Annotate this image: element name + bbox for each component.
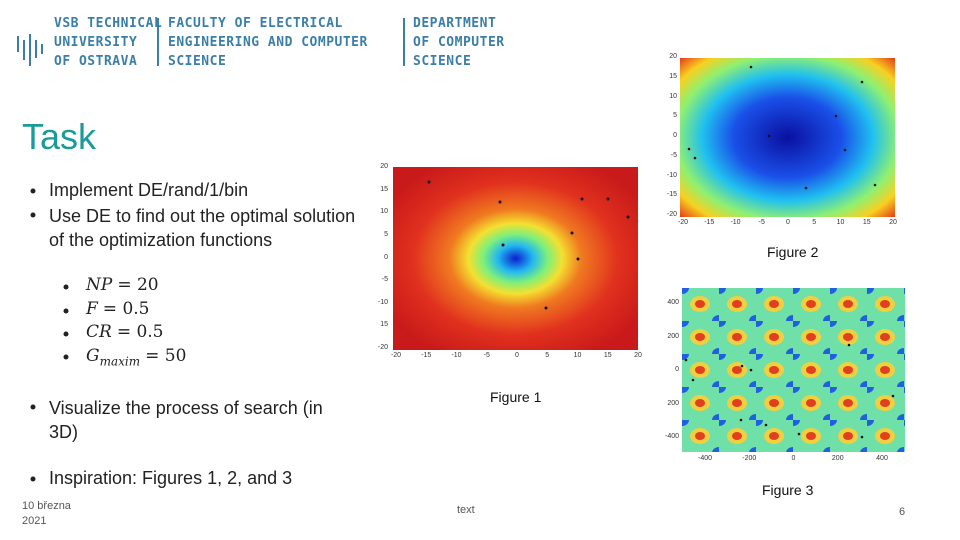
- parameter-value: = 0.5: [116, 322, 164, 342]
- y-tick-label: 200: [667, 399, 679, 407]
- figure-caption: Figure 1: [490, 389, 542, 405]
- y-tick-label: 0: [673, 132, 677, 139]
- y-tick-label: 15: [380, 321, 388, 329]
- x-tick-label: 5: [812, 219, 817, 226]
- y-tick-label: 5: [673, 112, 677, 120]
- bullet: Inspiration: Figures 1, 2, and 3: [49, 468, 293, 488]
- parameter: CR = 0.5: [86, 322, 164, 342]
- x-tick-label: -5: [758, 219, 765, 226]
- footer-date: 10 března 2021: [22, 499, 71, 529]
- faculty-text: FACULTY OF ELECTRICAL ENGINEERING AND CO…: [168, 14, 368, 71]
- x-tick-label: 5: [545, 352, 550, 359]
- footer-text: text: [457, 504, 475, 516]
- figure-3-image: [682, 288, 905, 452]
- y-tick-label: 10: [380, 208, 388, 216]
- y-tick-label: -20: [666, 211, 677, 218]
- logo-line: OF OSTRAVA: [54, 54, 138, 69]
- logo-line: VSB TECHNICAL: [54, 16, 163, 31]
- y-tick-label: 0: [384, 253, 388, 261]
- parameter-value: = 0.5: [102, 298, 150, 319]
- parameter-subscript: maxim: [99, 353, 141, 368]
- parameter: F = 0.5: [86, 299, 149, 319]
- y-tick-label: -10: [377, 298, 388, 306]
- parameter-symbol: F: [86, 298, 98, 319]
- date-line: 2021: [22, 515, 47, 527]
- x-tick-label: 0: [791, 455, 796, 462]
- y-tick-label: -20: [377, 344, 388, 351]
- bullet: Implement DE/rand/1/bin: [49, 180, 249, 200]
- x-tick-label: 0: [786, 219, 790, 226]
- parameter: NP = 20: [86, 275, 159, 295]
- parameter-value: = 50: [145, 345, 187, 366]
- x-tick-label: 15: [862, 219, 871, 226]
- y-tick-label: 20: [669, 53, 677, 60]
- x-tick-label: 20: [889, 219, 897, 226]
- x-tick-label: -15: [421, 352, 432, 359]
- x-tick-label: 0: [515, 352, 519, 359]
- y-tick-label: 5: [384, 230, 388, 238]
- y-tick-label: -15: [666, 191, 677, 199]
- x-tick-label: 400: [876, 455, 888, 462]
- y-tick-label: -400: [664, 433, 679, 440]
- logo-line: UNIVERSITY: [54, 35, 138, 50]
- parameter-symbol: G: [86, 345, 100, 366]
- y-tick-label: -5: [670, 151, 677, 159]
- y-tick-label: 400: [667, 299, 679, 306]
- logo-icon: [17, 18, 405, 66]
- department-line: OF COMPUTER: [413, 35, 505, 50]
- y-tick-label: -10: [666, 171, 677, 179]
- x-tick-label: -10: [730, 219, 741, 226]
- faculty-line: ENGINEERING AND COMPUTER: [168, 35, 368, 50]
- bullet: Use DE to find out the optimal solution …: [49, 206, 356, 250]
- faculty-line: SCIENCE: [168, 54, 227, 69]
- y-tick-label: 200: [667, 332, 679, 340]
- date-line: 10 března: [22, 500, 71, 512]
- x-tick-label: 10: [573, 352, 582, 359]
- bullet-dots: [30, 188, 69, 482]
- slide-title: Task: [22, 116, 97, 157]
- x-tick-label: 10: [836, 219, 845, 226]
- x-tick-label: -200: [742, 455, 757, 462]
- faculty-line: FACULTY OF ELECTRICAL: [168, 16, 343, 31]
- x-tick-label: 20: [634, 352, 642, 359]
- x-tick-label: 15: [603, 352, 612, 359]
- x-tick-label: -5: [483, 352, 490, 359]
- y-tick-label: 15: [380, 185, 388, 193]
- x-tick-label: -15: [704, 219, 715, 226]
- figure-2-points: [687, 65, 877, 190]
- parameter: Gmaxim = 50: [86, 346, 186, 368]
- figure-caption: Figure 3: [762, 482, 814, 498]
- parameter-symbol: NP: [86, 275, 113, 295]
- x-tick-label: -10: [451, 352, 462, 359]
- figure-caption: Figure 2: [767, 244, 819, 260]
- figure-1-image: [393, 167, 638, 350]
- x-tick-label: -20: [677, 219, 689, 226]
- logo-text: VSB TECHNICAL UNIVERSITY OF OSTRAVA: [54, 14, 162, 71]
- parameter-value: = 20: [117, 275, 159, 295]
- department-text: DEPARTMENT OF COMPUTER SCIENCE: [413, 14, 505, 71]
- y-tick-label: -5: [381, 276, 388, 284]
- figure-3-points: [684, 343, 895, 439]
- bullet: Visualize the process of search (in 3D): [49, 398, 323, 442]
- x-tick-label: -400: [697, 455, 712, 462]
- figure-2-image: [680, 58, 895, 217]
- department-line: SCIENCE: [413, 54, 472, 69]
- page-number: 6: [899, 506, 906, 518]
- x-tick-label: 200: [831, 455, 844, 462]
- y-tick-label: 10: [669, 92, 677, 100]
- parameter-symbol: CR: [86, 322, 112, 342]
- y-tick-label: 15: [669, 72, 677, 80]
- y-tick-label: 0: [675, 366, 679, 373]
- x-tick-label: -20: [390, 352, 402, 359]
- y-tick-label: 20: [380, 163, 388, 170]
- department-line: DEPARTMENT: [413, 16, 497, 31]
- figure-1-points: [427, 180, 630, 310]
